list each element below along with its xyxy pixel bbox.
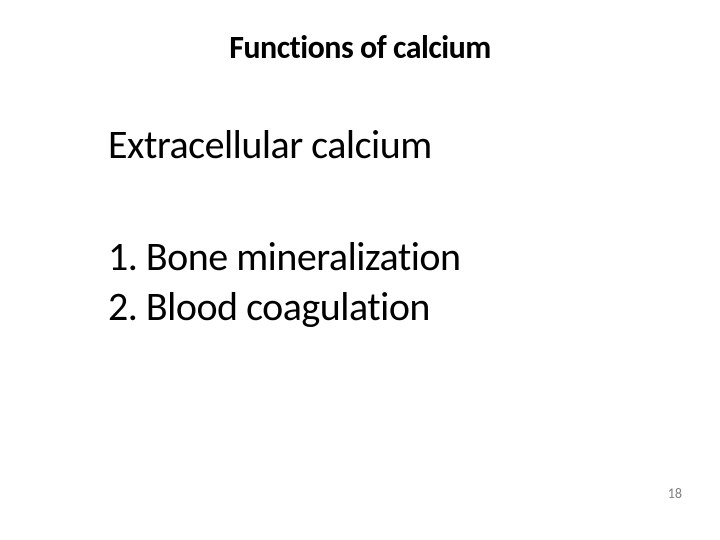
list-item-2: 2. Blood coagulation	[108, 282, 430, 331]
slide-title: Functions of calcium	[0, 28, 720, 67]
slide-container: Functions of calcium Extracellular calci…	[0, 0, 720, 540]
page-number: 18	[668, 485, 682, 502]
list-item-1: 1. Bone mineralization	[108, 232, 461, 281]
slide-subtitle: Extracellular calcium	[108, 120, 432, 169]
